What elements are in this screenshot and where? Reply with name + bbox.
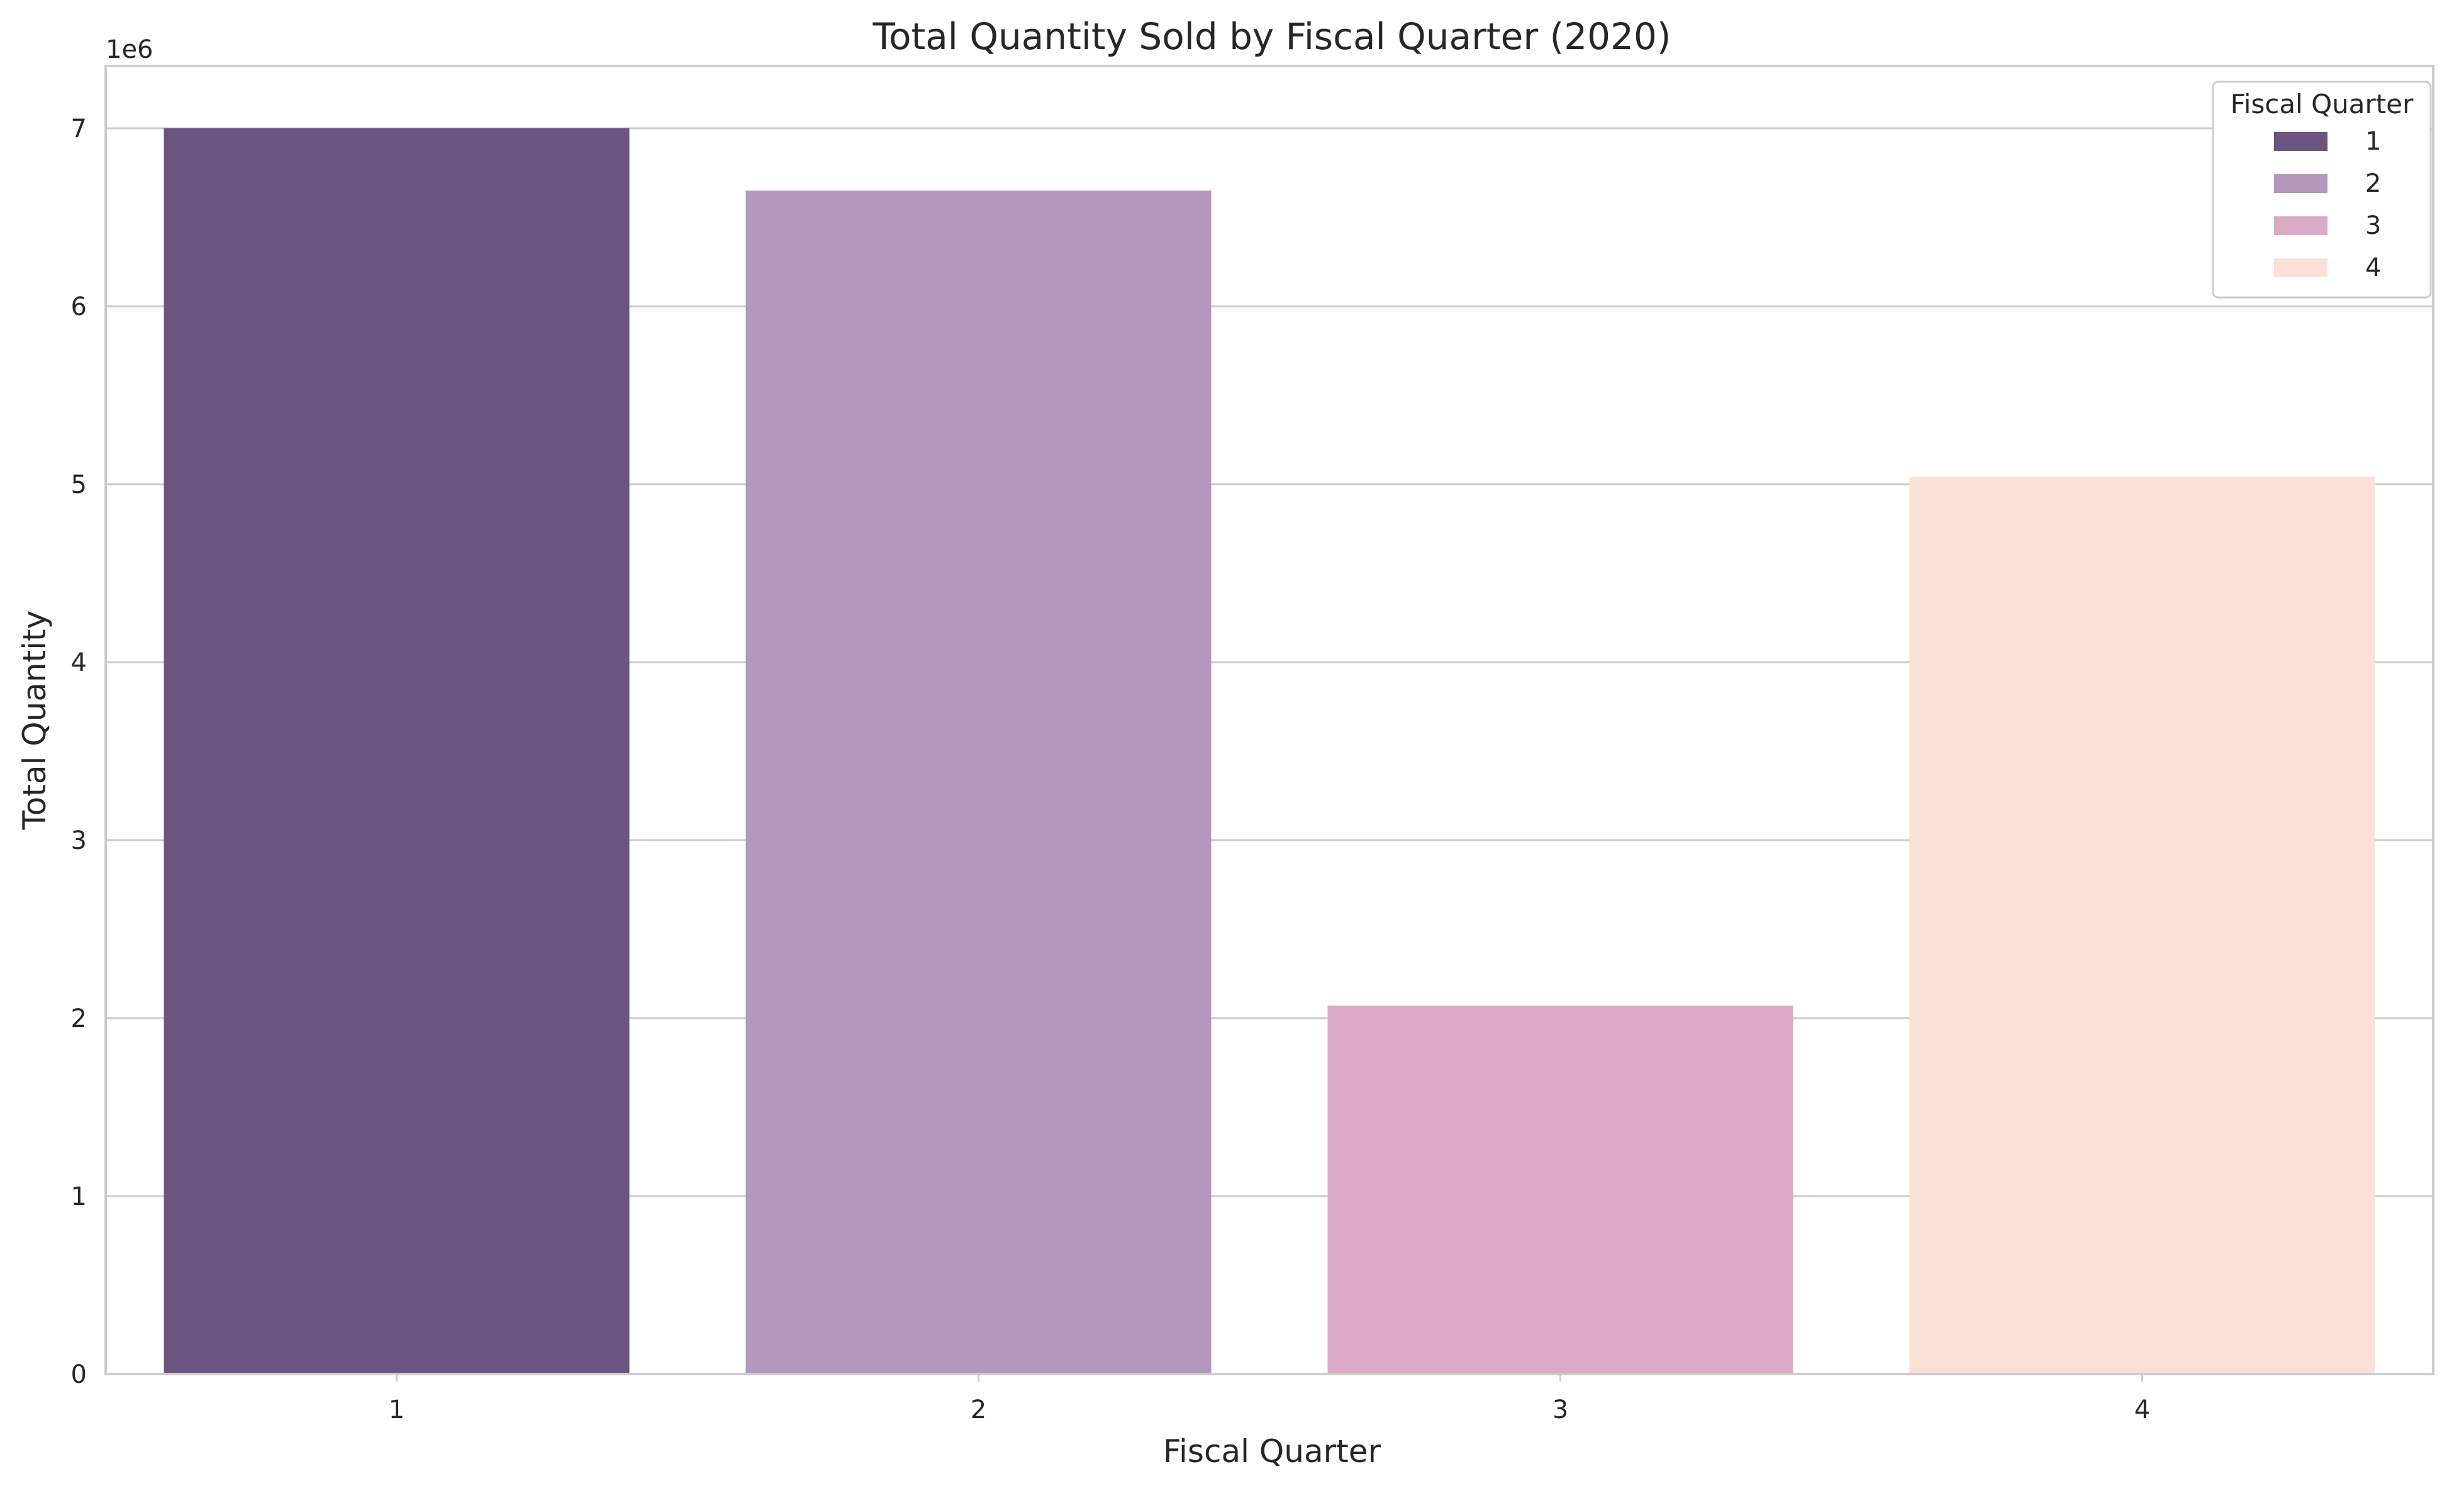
y-axis-label: Total Quantity [16,611,53,831]
x-ticks: 1 2 3 4 [389,1374,2150,1424]
y-ticks: 0 1 2 3 4 5 6 7 [71,114,87,1389]
x-tick-label: 1 [389,1395,404,1424]
y-tick-label: 2 [71,1004,87,1033]
y-offset-label: 1e6 [106,35,153,64]
x-tick-label: 3 [1553,1395,1568,1424]
plot-frame [104,65,2434,1375]
bars [164,128,2375,1375]
bar-quarter-3 [1327,1006,1793,1374]
legend-title: Fiscal Quarter [2231,89,2414,119]
y-tick-label: 4 [71,648,87,677]
legend-items: 1 2 3 4 [2274,127,2381,282]
legend-label: 2 [2365,169,2381,198]
legend-swatch [2274,258,2327,277]
bar-quarter-2 [745,191,1212,1375]
x-tick-label: 4 [2134,1395,2150,1424]
chart-title: Total Quantity Sold by Fiscal Quarter (2… [872,15,1671,58]
y-tick-label: 0 [71,1360,87,1389]
legend-label: 3 [2365,211,2381,240]
legend: Fiscal Quarter 1 2 3 4 [2212,80,2432,299]
y-tick-label: 1 [71,1182,87,1211]
legend-label: 4 [2365,253,2381,282]
y-tick-label: 3 [71,826,87,855]
y-tick-label: 6 [71,292,87,321]
x-tick-label: 2 [971,1395,986,1424]
y-tick-label: 7 [71,114,87,143]
legend-swatch [2274,174,2327,193]
y-tick-label: 5 [71,470,87,499]
legend-swatch [2274,216,2327,235]
x-axis-label: Fiscal Quarter [1163,1433,1381,1470]
bar-quarter-1 [164,128,630,1375]
bar-quarter-4 [1909,477,2375,1374]
legend-label: 1 [2365,127,2381,156]
legend-swatch [2274,132,2327,151]
